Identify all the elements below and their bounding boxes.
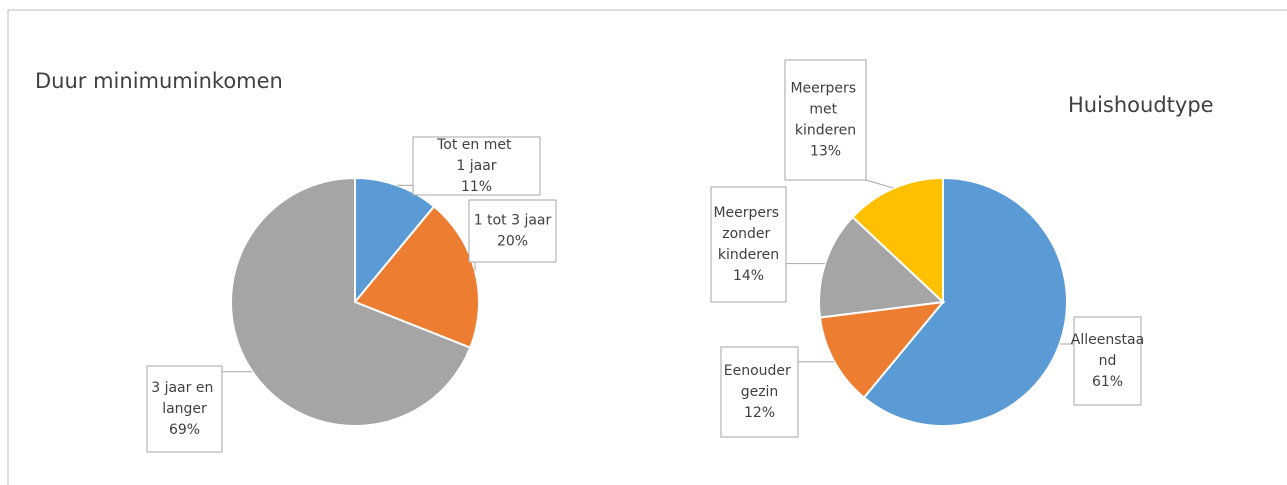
- label-box: [720, 346, 799, 438]
- data-label-value: 14%: [733, 268, 764, 284]
- label-line: 1 tot 3 jaar: [474, 213, 552, 229]
- label-line: Eenouder: [724, 363, 795, 379]
- label-box: [412, 136, 541, 196]
- label-box: [784, 59, 867, 181]
- label-line: Meerpers: [713, 205, 783, 221]
- label-line: met: [809, 102, 841, 118]
- data-label-category: Meerpers met kinderen: [790, 81, 860, 139]
- label-line: Alleenstaa: [1071, 332, 1144, 348]
- data-label-category: Alleenstaa nd: [1071, 332, 1144, 369]
- pie-slice: [851, 176, 944, 305]
- label-line: 3 jaar en: [151, 380, 218, 396]
- label-box: [146, 365, 223, 453]
- pie-slice: [818, 300, 946, 399]
- chart-title: Duur minimuminkomen: [35, 69, 283, 93]
- label-line: Tot en met: [436, 137, 516, 153]
- data-label-value: 11%: [461, 179, 492, 195]
- data-label-value: 13%: [810, 144, 841, 160]
- data-label-value: 61%: [1092, 374, 1123, 390]
- label-line: langer: [162, 401, 207, 417]
- pie-slice: [818, 215, 946, 319]
- data-label-category: Tot en met 1 jaar: [436, 137, 516, 174]
- label-box: [1073, 316, 1142, 406]
- label-line: Meerpers: [790, 81, 860, 97]
- label-line: zonder: [722, 226, 775, 242]
- data-label-category: Meerpers zonder kinderen: [713, 205, 783, 263]
- data-label-category: 1 tot 3 jaar: [474, 213, 552, 229]
- pie-slice: [353, 205, 480, 349]
- label-box: [468, 199, 557, 263]
- data-label-category: 3 jaar en langer: [151, 380, 218, 417]
- leader-line: [865, 179, 894, 189]
- label-box: [710, 186, 787, 303]
- chart-title: Huishoudtype: [1068, 93, 1214, 117]
- data-label-value: 20%: [497, 234, 528, 250]
- data-label-value: 12%: [744, 405, 775, 421]
- pie-slice: [862, 176, 1068, 427]
- data-label-category: Eenouder gezin: [724, 363, 795, 400]
- label-line: kinderen: [718, 247, 779, 263]
- data-label-value: 69%: [169, 422, 200, 438]
- label-line: kinderen: [795, 123, 856, 139]
- label-line: nd: [1099, 353, 1117, 369]
- label-line: gezin: [741, 384, 779, 400]
- label-line: 1 jaar: [456, 158, 496, 174]
